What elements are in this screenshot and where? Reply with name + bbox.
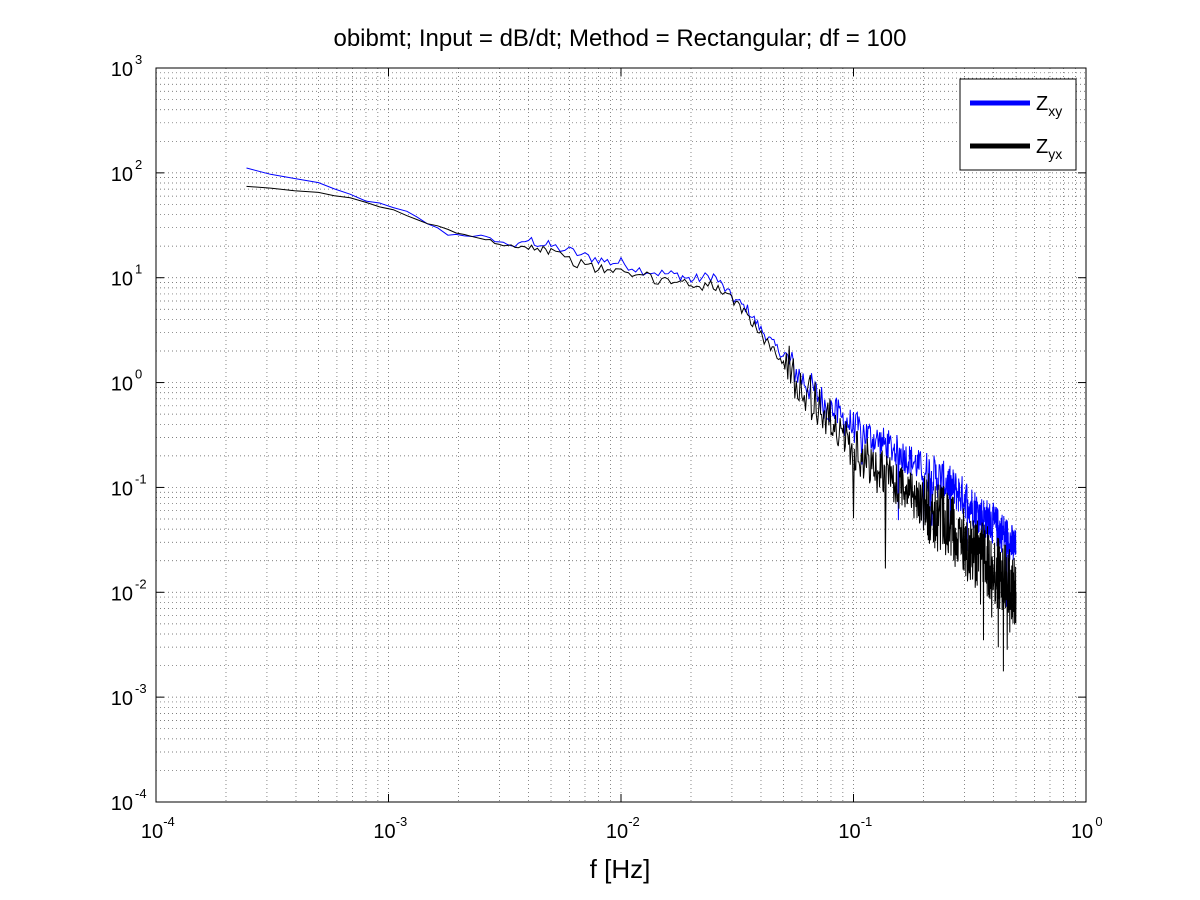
y-tick-label: 10	[111, 583, 133, 605]
y-tick-label-exponent: 2	[135, 157, 142, 172]
y-tick-label-exponent: 3	[135, 52, 142, 67]
y-tick-label-exponent: -4	[135, 786, 147, 801]
series-line-zyx	[246, 185, 1017, 672]
legend-label-zxy: Zxy	[1036, 93, 1062, 119]
grid-lines	[156, 68, 1086, 802]
y-tick-label-exponent: -1	[135, 471, 147, 486]
x-tick-label: 10	[838, 821, 860, 843]
y-tick-label-exponent: -2	[135, 576, 147, 591]
y-tick-label: 10	[111, 374, 133, 396]
x-tick-label-exponent: -1	[861, 814, 873, 829]
y-tick-label-exponent: 0	[135, 367, 142, 382]
legend-label-zyx-main: Z	[1036, 136, 1048, 158]
y-tick-label: 10	[111, 793, 133, 815]
y-tick-label: 10	[111, 164, 133, 186]
x-tick-label-exponent: 0	[1095, 814, 1102, 829]
x-axis-label: f [Hz]	[590, 854, 651, 884]
legend-label-zxy-sub: xy	[1048, 103, 1062, 119]
y-tick-label: 10	[111, 688, 133, 710]
x-tick-label-exponent: -2	[628, 814, 640, 829]
axis-ticks: 10 -4 10 -3 10 -2 10 -1 10 010 -410 -310 -210 -110 010…	[111, 52, 1103, 843]
x-tick-label: 10	[141, 821, 163, 843]
x-tick-label: 10	[606, 821, 628, 843]
y-tick-label: 10	[111, 59, 133, 81]
x-tick-label-exponent: -4	[163, 814, 175, 829]
x-tick-label-exponent: -3	[396, 814, 408, 829]
legend-label-zxy-main: Z	[1036, 93, 1048, 115]
legend-label-zyx: Zyx	[1036, 136, 1062, 162]
legend: Zxy Zyx	[959, 78, 1077, 171]
legend-box	[959, 78, 1077, 171]
y-tick-label-exponent: 1	[135, 262, 142, 277]
y-tick-label: 10	[111, 478, 133, 500]
y-tick-label-exponent: -3	[135, 681, 147, 696]
x-tick-label: 10	[1071, 821, 1093, 843]
legend-label-zyx-sub: yx	[1048, 146, 1062, 162]
chart-title: obibmt; Input = dB/dt; Method = Rectangu…	[333, 25, 906, 52]
y-tick-label: 10	[111, 269, 133, 291]
x-tick-label: 10	[373, 821, 395, 843]
series-lines	[246, 167, 1017, 672]
